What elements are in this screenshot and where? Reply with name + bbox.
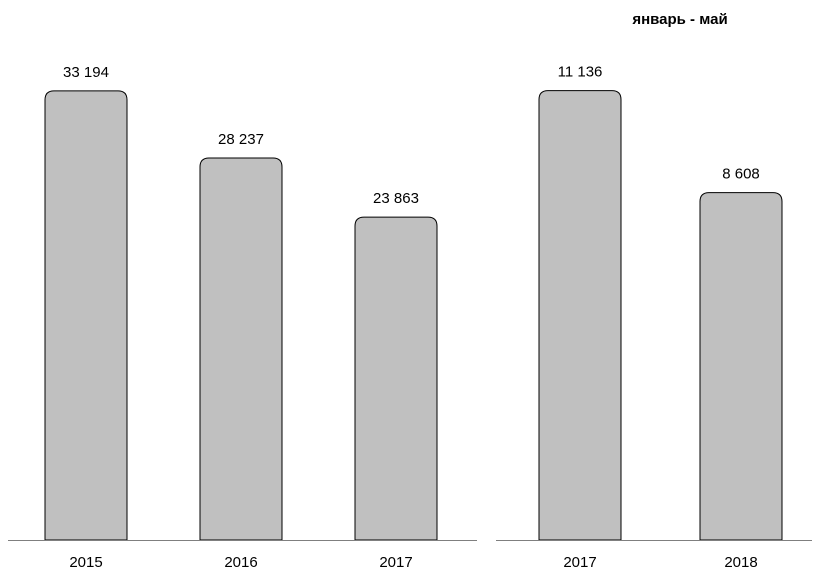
bar-2018	[699, 192, 783, 541]
x-tick-label: 2017	[563, 554, 596, 571]
jan-may-chart: январь - май 11 136 2017 8 608 2018	[496, 11, 812, 571]
value-label: 11 136	[558, 64, 603, 81]
x-tick-label: 2018	[724, 554, 757, 571]
bar-2015	[44, 90, 128, 541]
bar-2017	[354, 216, 438, 541]
value-label: 23 863	[373, 190, 419, 207]
value-label: 8 608	[722, 166, 760, 183]
bar-2017	[538, 90, 622, 541]
value-label: 33 194	[63, 64, 109, 81]
x-tick-label: 2017	[379, 554, 412, 571]
value-label: 28 237	[218, 131, 264, 148]
x-tick-label: 2016	[224, 554, 257, 571]
annual-chart: 33 194 2015 28 237 2016 23 863 2017	[8, 64, 477, 571]
chart-title: январь - май	[632, 11, 727, 28]
bar-2016	[199, 157, 283, 541]
x-tick-label: 2015	[69, 554, 102, 571]
